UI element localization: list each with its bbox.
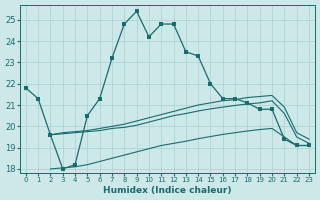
X-axis label: Humidex (Indice chaleur): Humidex (Indice chaleur) xyxy=(103,186,232,195)
